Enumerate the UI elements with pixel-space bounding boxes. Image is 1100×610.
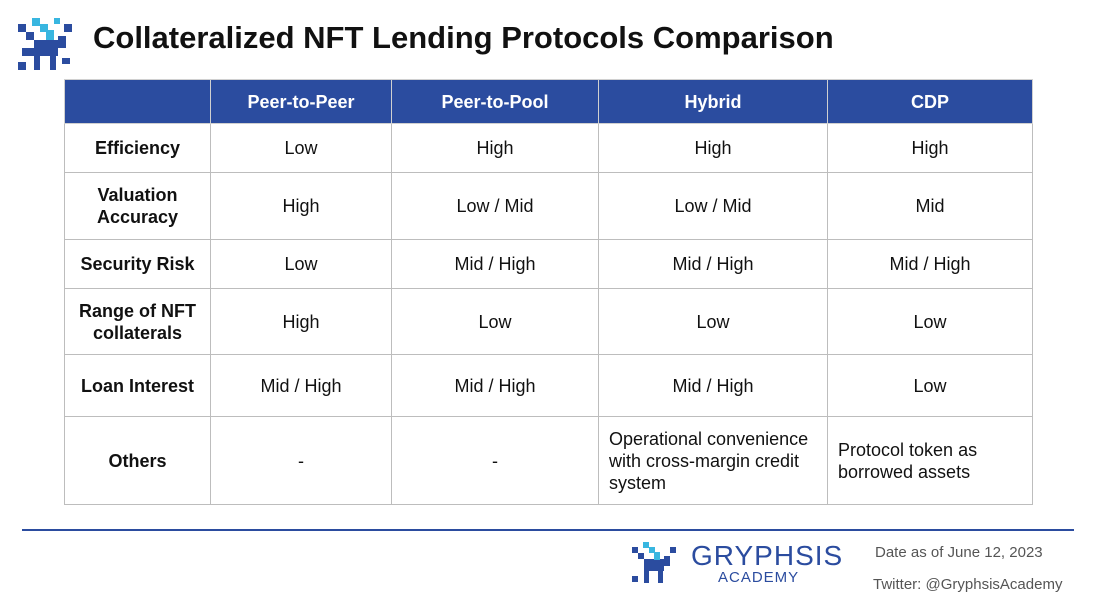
column-header: Hybrid (598, 79, 828, 124)
row-header: Others (64, 416, 211, 505)
table-cell: - (210, 416, 392, 505)
comparison-table: Peer-to-Peer Peer-to-Pool Hybrid CDP Effici… (64, 79, 1033, 505)
row-header: Range of NFT collaterals (64, 288, 211, 355)
corner-cell (64, 79, 211, 124)
table-cell: Low / Mid (391, 172, 599, 240)
table-row: Security Risk Low Mid / High Mid / High Mid … (64, 239, 1033, 289)
table-cell: Mid / High (598, 239, 828, 289)
column-header: Peer-to-Pool (391, 79, 599, 124)
column-header: Peer-to-Peer (210, 79, 392, 124)
column-header: CDP (827, 79, 1033, 124)
table-cell: High (210, 288, 392, 355)
table-cell: Low (391, 288, 599, 355)
table-row: Efficiency Low High High High (64, 123, 1033, 173)
table-cell: Mid (827, 172, 1033, 240)
table-cell: Mid / High (210, 354, 392, 417)
table-cell: Low / Mid (598, 172, 828, 240)
row-header: Valuation Accuracy (64, 172, 211, 240)
footer-rule (22, 529, 1074, 531)
table-cell: Low (598, 288, 828, 355)
table-cell: Low (210, 239, 392, 289)
table-cell: Mid / High (391, 239, 599, 289)
page-title: Collateralized NFT Lending Protocols Com… (93, 20, 834, 55)
table-cell: - (391, 416, 599, 505)
twitter-handle: Twitter: @GryphsisAcademy (873, 576, 1063, 593)
brand-sub: ACADEMY (718, 569, 800, 586)
table-row: Range of NFT collaterals High Low Low Low (64, 288, 1033, 355)
table-cell: High (827, 123, 1033, 173)
table-row: Loan Interest Mid / High Mid / High Mid / H… (64, 354, 1033, 417)
table-cell: Protocol token as borrowed assets (827, 416, 1033, 505)
table-cell: High (210, 172, 392, 240)
table-cell: Mid / High (827, 239, 1033, 289)
logo (18, 18, 72, 70)
table-cell: Low (210, 123, 392, 173)
brand-name: GRYPHSIS (691, 540, 844, 571)
row-header: Loan Interest (64, 354, 211, 417)
table-cell: Mid / High (391, 354, 599, 417)
header-row: Peer-to-Peer Peer-to-Pool Hybrid CDP (64, 79, 1033, 124)
date-note: Date as of June 12, 2023 (875, 544, 1043, 561)
table-cell: Mid / High (598, 354, 828, 417)
row-header: Security Risk (64, 239, 211, 289)
table-cell: High (598, 123, 828, 173)
table-cell: Operational convenience with cross-margi… (598, 416, 828, 505)
table-cell: Low (827, 288, 1033, 355)
footer-logo (632, 542, 676, 583)
table-cell: High (391, 123, 599, 173)
table-cell: Low (827, 354, 1033, 417)
table-row: Others - - Operational convenience with cro… (64, 416, 1033, 505)
row-header: Efficiency (64, 123, 211, 173)
table-row: Valuation Accuracy High Low / Mid Low / Mid… (64, 172, 1033, 240)
